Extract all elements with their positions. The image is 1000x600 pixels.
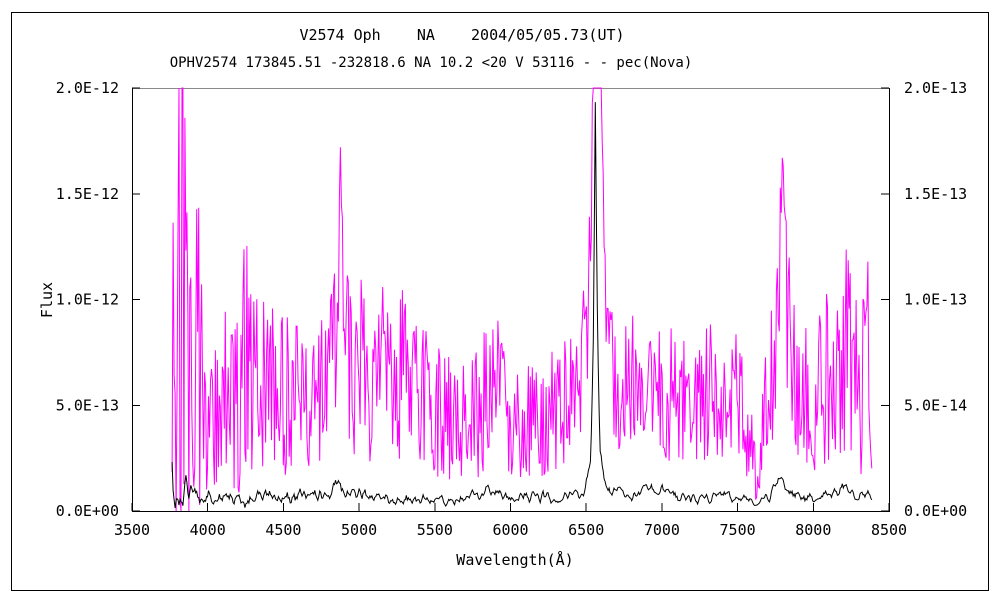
x-tick-label: 7500	[720, 521, 756, 539]
left-tick-label: 2.0E-12	[56, 79, 119, 97]
x-tick-label: 7000	[644, 521, 680, 539]
right-tick-label: 5.0E-14	[904, 396, 967, 414]
x-tick-label: 8500	[871, 521, 907, 539]
x-tick-label: 5500	[417, 521, 453, 539]
right-tick-label: 0.0E+00	[904, 502, 967, 520]
spectrum-black-left-axis	[171, 102, 873, 509]
x-tick-label: 8000	[795, 521, 831, 539]
left-tick-label: 1.0E-12	[56, 291, 119, 309]
y-axis-label: Flux	[38, 282, 56, 318]
x-tick-label: 6500	[568, 521, 604, 539]
chart-title: V2574 Oph NA 2004/05/05.73(UT)	[299, 26, 624, 44]
chart-subtitle: OPHV2574 173845.51 -232818.6 NA 10.2 <20…	[170, 55, 693, 71]
right-tick-label: 1.0E-13	[904, 291, 967, 309]
left-tick-label: 5.0E-13	[56, 396, 119, 414]
spectrum-magenta-right-axis	[171, 87, 873, 512]
image-border	[11, 12, 989, 591]
x-axis-label: Wavelength(Å)	[456, 550, 573, 569]
x-tick-label: 4000	[190, 521, 226, 539]
left-tick-label: 0.0E+00	[56, 502, 119, 520]
spectra-series	[171, 87, 873, 512]
x-tick-label: 5000	[341, 521, 377, 539]
x-tick-label: 4500	[265, 521, 301, 539]
x-tick-label: 3500	[114, 521, 150, 539]
x-axis-ticks: 3500 4000 4500 5000 5500 6000 6500 7000 7500 8000…	[114, 503, 907, 539]
right-axis-ticks: 0.0E+00 5.0E-14 1.0E-13 1.5E-13 2.0E-13	[881, 79, 967, 520]
right-tick-label: 1.5E-13	[904, 185, 967, 203]
left-axis-ticks: 0.0E+00 5.0E-13 1.0E-12 1.5E-12 2.0E-12	[56, 79, 140, 520]
right-tick-label: 2.0E-13	[904, 79, 967, 97]
x-tick-label: 6000	[492, 521, 528, 539]
left-tick-label: 1.5E-12	[56, 185, 119, 203]
